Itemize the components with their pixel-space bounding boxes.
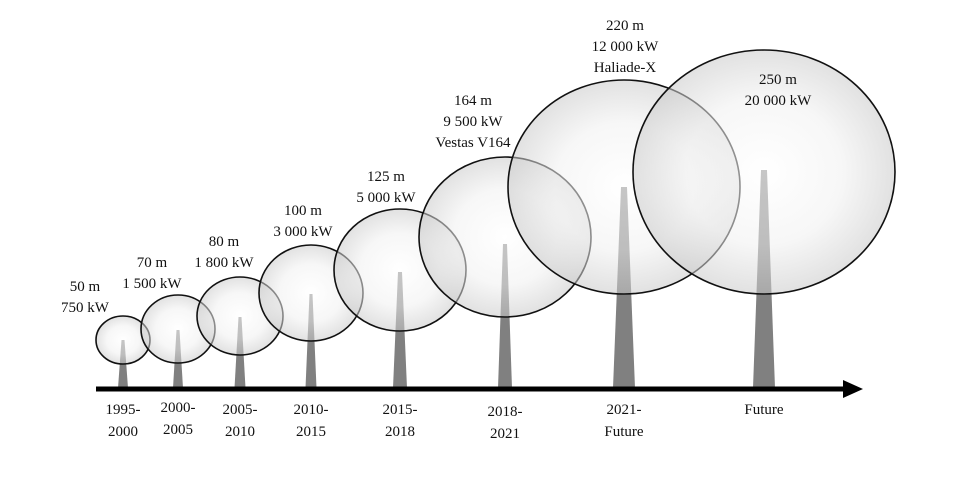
period-2-line-1: 2000- bbox=[161, 400, 196, 416]
turbine-6-power: 9 500 kW bbox=[443, 114, 503, 130]
turbine-3-power: 1 800 kW bbox=[194, 255, 254, 271]
period-6-line-1: 2018- bbox=[488, 404, 523, 420]
turbine-6-model: Vestas V164 bbox=[435, 135, 511, 151]
period-1-line-1: 1995- bbox=[106, 402, 141, 418]
turbine-1-diameter: 50 m bbox=[70, 279, 101, 295]
rotors-layer bbox=[95, 49, 896, 365]
turbine-3-diameter: 80 m bbox=[209, 234, 240, 250]
period-3-line-1: 2005- bbox=[223, 402, 258, 418]
turbine-5-diameter: 125 m bbox=[367, 169, 405, 185]
period-5-line-2: 2018 bbox=[385, 424, 415, 440]
turbine-8-diameter: 250 m bbox=[759, 72, 797, 88]
turbine-7-model: Haliade-X bbox=[594, 60, 657, 76]
period-5-line-1: 2015- bbox=[383, 402, 418, 418]
period-2-line-2: 2005 bbox=[163, 422, 193, 438]
period-labels-layer: 1995- 2000 2000- 2005 2005- 2010 2010- 2015 2015… bbox=[106, 400, 784, 442]
period-7-line-2: Future bbox=[604, 424, 644, 440]
turbine-7-diameter: 220 m bbox=[606, 18, 644, 34]
period-4-line-2: 2015 bbox=[296, 424, 326, 440]
period-6-line-2: 2021 bbox=[490, 426, 520, 442]
period-1-line-2: 2000 bbox=[108, 424, 138, 440]
period-8-line-1: Future bbox=[744, 402, 784, 418]
turbine-2-power: 1 500 kW bbox=[122, 276, 182, 292]
spec-labels-layer: 50 m 750 kW 70 m 1 500 kW 80 m 1 800 kW 100 m 3… bbox=[61, 18, 812, 316]
turbine-8-power: 20 000 kW bbox=[745, 93, 813, 109]
timeline-arrowhead bbox=[843, 380, 863, 398]
period-4-line-1: 2010- bbox=[294, 402, 329, 418]
period-3-line-2: 2010 bbox=[225, 424, 255, 440]
turbine-6-diameter: 164 m bbox=[454, 93, 492, 109]
turbine-4-power: 3 000 kW bbox=[273, 224, 333, 240]
rotor-8 bbox=[632, 49, 896, 295]
turbine-5-power: 5 000 kW bbox=[356, 190, 416, 206]
turbine-7-power: 12 000 kW bbox=[592, 39, 660, 55]
turbine-2-diameter: 70 m bbox=[137, 255, 168, 271]
turbine-4-diameter: 100 m bbox=[284, 203, 322, 219]
turbine-1-power: 750 kW bbox=[61, 300, 110, 316]
period-7-line-1: 2021- bbox=[607, 402, 642, 418]
